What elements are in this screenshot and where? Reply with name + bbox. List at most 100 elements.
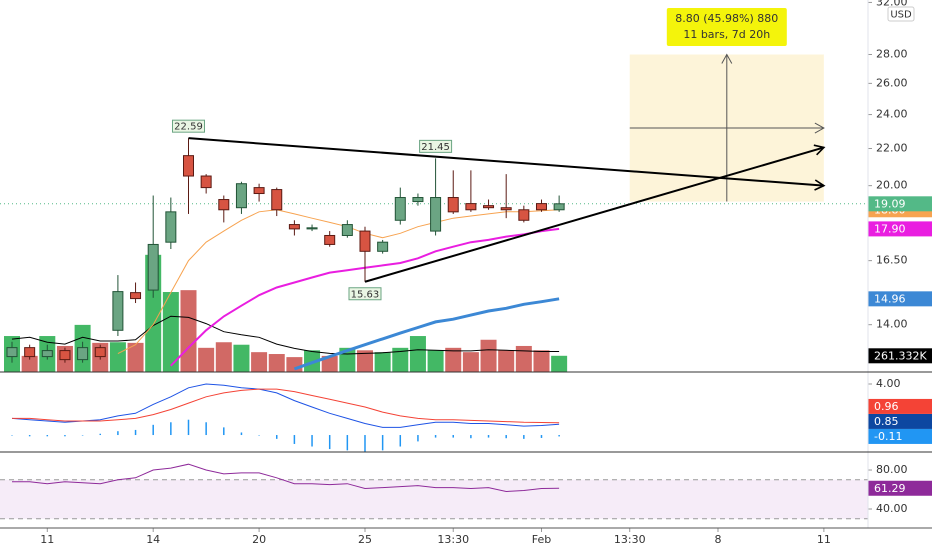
histogram-bar [311,435,313,447]
x-tick-label: 8 [714,533,721,546]
axis-value-label: 0.85 [874,415,899,428]
histogram-bar [328,435,331,450]
axis-value-label: 61.29 [874,482,906,495]
y-tick-label: 16.50 [876,254,908,267]
volume-bar [233,344,250,372]
axis-value-box [868,480,932,496]
axis-value-label: 19.09 [874,197,906,210]
candle-body [165,211,177,243]
histogram-bar [64,435,66,437]
candle-body [288,224,300,230]
candle-body [77,347,89,361]
y-tick-label: 32.00 [876,0,908,8]
y-tick-label: 26.00 [876,76,908,89]
candle-body [24,347,36,358]
candle-body [130,292,142,300]
axis-value-box [868,196,932,212]
volume-bar [127,342,144,372]
histogram-bar [240,432,243,436]
axis-value-box [868,398,932,414]
axis-value-box [868,428,932,444]
volume-bar [392,347,409,372]
histogram-bar [346,435,349,451]
x-tick-label: 11 [817,533,831,546]
volume-bar [533,350,550,372]
x-tick-label: 13:30 [437,533,469,546]
histogram-bar [81,435,84,436]
candle-body [271,189,283,211]
candle-body [59,350,71,361]
rsi-pane: 80.00 40.00 61.29 [0,463,932,520]
histogram-bar [134,429,137,436]
axis-value-label: 0.96 [874,400,899,413]
volume-bar [215,342,232,372]
candle-body [553,203,565,211]
volume-bar [21,355,38,372]
volume-bar [445,347,462,372]
y-tick-label: 40.00 [876,502,908,515]
x-tick-label: 14 [146,533,160,546]
rsi-line [12,463,560,493]
histogram-bar [523,435,525,439]
candle-body [394,197,406,221]
volume-bar [109,342,126,372]
candle-body [147,243,159,291]
volume-bar [498,350,515,372]
histogram-bar [399,435,402,447]
candle-body [253,187,265,195]
moving-average [117,209,560,355]
macd-pane: 4.00 -0.11 0.85 0.96 [11,377,932,452]
price-note-box [171,119,205,133]
volume-bar [427,350,444,372]
candle-body [465,203,477,211]
histogram-bar [540,435,543,438]
candle-body [324,234,336,245]
x-tick-label: 13:30 [614,533,646,546]
histogram-bar [11,435,13,436]
volume-layer: 8.80 (45.98%) 880 11 bars, 7d 20h [4,8,825,372]
histogram-bar [487,435,490,438]
candle-body [359,230,371,252]
candle-body [430,197,442,232]
candle-body [182,155,194,177]
candle-body [6,347,18,358]
candle-body [218,199,230,211]
histogram-bar [46,435,49,437]
candle-body [483,205,495,209]
histogram-bar [275,435,278,439]
volume-bar [515,345,532,372]
histogram-bar [99,433,101,436]
y-tick-label: 80.00 [876,463,908,476]
price-note-box [419,139,453,153]
y-tick-label: 14.00 [876,318,908,331]
histogram-bar [205,422,207,436]
histogram-bar [187,419,190,436]
candle-body [377,241,389,252]
trendline [364,144,826,283]
x-tick-label: 25 [358,533,372,546]
axis-value-box [868,413,932,429]
histogram-bar [417,435,419,442]
candle-body [235,183,247,209]
candle-body [200,175,212,189]
price-note: 15.63 [351,289,380,300]
histogram-bar [558,435,560,437]
y-tick-label: 20.00 [876,179,908,192]
histogram-bar [505,435,507,439]
axis-value-box [868,221,932,237]
volume-bar [268,354,285,372]
volume-bar [251,352,268,372]
measure-label: 11 bars, 7d 20h [683,28,770,41]
volume-bar [356,350,373,372]
histogram-bar [434,435,437,438]
histogram-bar [364,435,366,452]
histogram-bar [152,424,154,436]
x-tick-label: Feb [532,533,551,546]
price-layer: 22.59 21.45 15.63 [0,119,868,371]
volume-bar [409,336,426,372]
axis-value-label: -0.11 [874,430,902,443]
volume-bar [180,290,197,372]
candle-body [341,224,353,236]
macd-line [12,388,560,424]
